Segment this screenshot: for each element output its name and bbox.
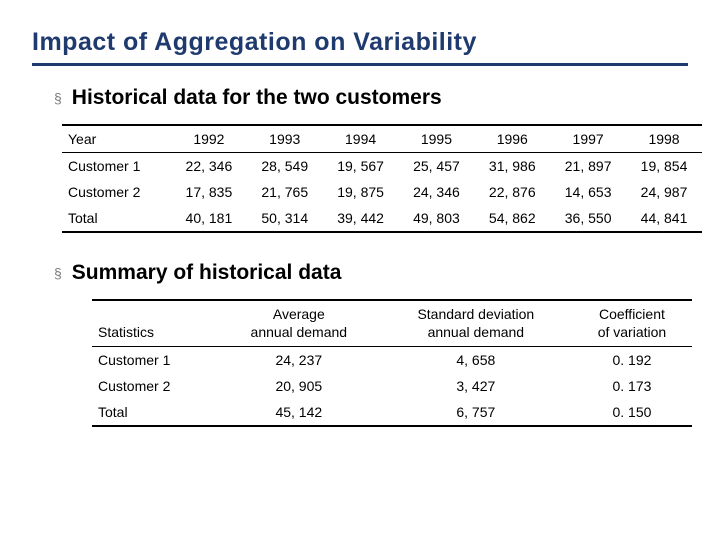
table1-col-header: 1998 bbox=[626, 125, 702, 153]
table-cell: 22, 346 bbox=[171, 153, 247, 180]
table-cell: Total bbox=[92, 399, 218, 426]
table1-col-header: Year bbox=[62, 125, 171, 153]
table2-body: Customer 124, 2374, 6580. 192Customer 22… bbox=[92, 347, 692, 427]
table2-col-header: Average annual demand bbox=[218, 300, 380, 347]
table-cell: 54, 862 bbox=[474, 205, 550, 232]
table1-col-header: 1992 bbox=[171, 125, 247, 153]
table-cell: 49, 803 bbox=[399, 205, 475, 232]
table2-col-header: Statistics bbox=[92, 300, 218, 347]
table-cell: 0. 173 bbox=[572, 373, 692, 399]
table-cell: 6, 757 bbox=[380, 399, 572, 426]
table1-body: Customer 122, 34628, 54919, 56725, 45731… bbox=[62, 153, 702, 233]
table-cell: 50, 314 bbox=[247, 205, 323, 232]
table-cell: Customer 2 bbox=[92, 373, 218, 399]
historical-data-table: Year1992199319941995199619971998 Custome… bbox=[62, 124, 702, 233]
bullet-marker-icon: § bbox=[54, 261, 62, 285]
table-cell: Customer 1 bbox=[92, 347, 218, 374]
table-cell: 24, 346 bbox=[399, 179, 475, 205]
table2-header-row: StatisticsAverage annual demandStandard … bbox=[92, 300, 692, 347]
table-cell: Total bbox=[62, 205, 171, 232]
table-cell: 17, 835 bbox=[171, 179, 247, 205]
table1-col-header: 1995 bbox=[399, 125, 475, 153]
table-cell: 19, 567 bbox=[323, 153, 399, 180]
table-row: Total40, 18150, 31439, 44249, 80354, 862… bbox=[62, 205, 702, 232]
table-cell: 44, 841 bbox=[626, 205, 702, 232]
bullet-marker-icon: § bbox=[54, 86, 62, 110]
table-cell: 24, 987 bbox=[626, 179, 702, 205]
table-cell: 19, 875 bbox=[323, 179, 399, 205]
table-row: Customer 124, 2374, 6580. 192 bbox=[92, 347, 692, 374]
table-cell: 20, 905 bbox=[218, 373, 380, 399]
table-cell: 24, 237 bbox=[218, 347, 380, 374]
bullet-1-text: Historical data for the two customers bbox=[72, 86, 442, 110]
table1-header-row: Year1992199319941995199619971998 bbox=[62, 125, 702, 153]
table-cell: 40, 181 bbox=[171, 205, 247, 232]
table1-col-header: 1994 bbox=[323, 125, 399, 153]
table-cell: 45, 142 bbox=[218, 399, 380, 426]
table-cell: 0. 192 bbox=[572, 347, 692, 374]
table-row: Customer 217, 83521, 76519, 87524, 34622… bbox=[62, 179, 702, 205]
table-cell: 4, 658 bbox=[380, 347, 572, 374]
table-cell: 21, 765 bbox=[247, 179, 323, 205]
table-row: Customer 122, 34628, 54919, 56725, 45731… bbox=[62, 153, 702, 180]
table1-col-header: 1997 bbox=[550, 125, 626, 153]
table2-col-header: Coefficient of variation bbox=[572, 300, 692, 347]
bullet-2: § Summary of historical data bbox=[32, 261, 688, 285]
table1-col-header: 1993 bbox=[247, 125, 323, 153]
table2-col-header: Standard deviation annual demand bbox=[380, 300, 572, 347]
table-cell: 39, 442 bbox=[323, 205, 399, 232]
table-row: Total45, 1426, 7570. 150 bbox=[92, 399, 692, 426]
table-cell: 21, 897 bbox=[550, 153, 626, 180]
summary-data-table: StatisticsAverage annual demandStandard … bbox=[92, 299, 692, 427]
table-cell: 3, 427 bbox=[380, 373, 572, 399]
table-cell: 28, 549 bbox=[247, 153, 323, 180]
table-cell: 36, 550 bbox=[550, 205, 626, 232]
table-cell: 0. 150 bbox=[572, 399, 692, 426]
table-cell: 19, 854 bbox=[626, 153, 702, 180]
bullet-1: § Historical data for the two customers bbox=[32, 86, 688, 110]
table-cell: 31, 986 bbox=[474, 153, 550, 180]
table-cell: Customer 1 bbox=[62, 153, 171, 180]
table-cell: 22, 876 bbox=[474, 179, 550, 205]
table1-col-header: 1996 bbox=[474, 125, 550, 153]
table-row: Customer 220, 9053, 4270. 173 bbox=[92, 373, 692, 399]
table-cell: Customer 2 bbox=[62, 179, 171, 205]
page-title: Impact of Aggregation on Variability bbox=[32, 28, 688, 66]
table-cell: 14, 653 bbox=[550, 179, 626, 205]
table-cell: 25, 457 bbox=[399, 153, 475, 180]
bullet-2-text: Summary of historical data bbox=[72, 261, 342, 285]
